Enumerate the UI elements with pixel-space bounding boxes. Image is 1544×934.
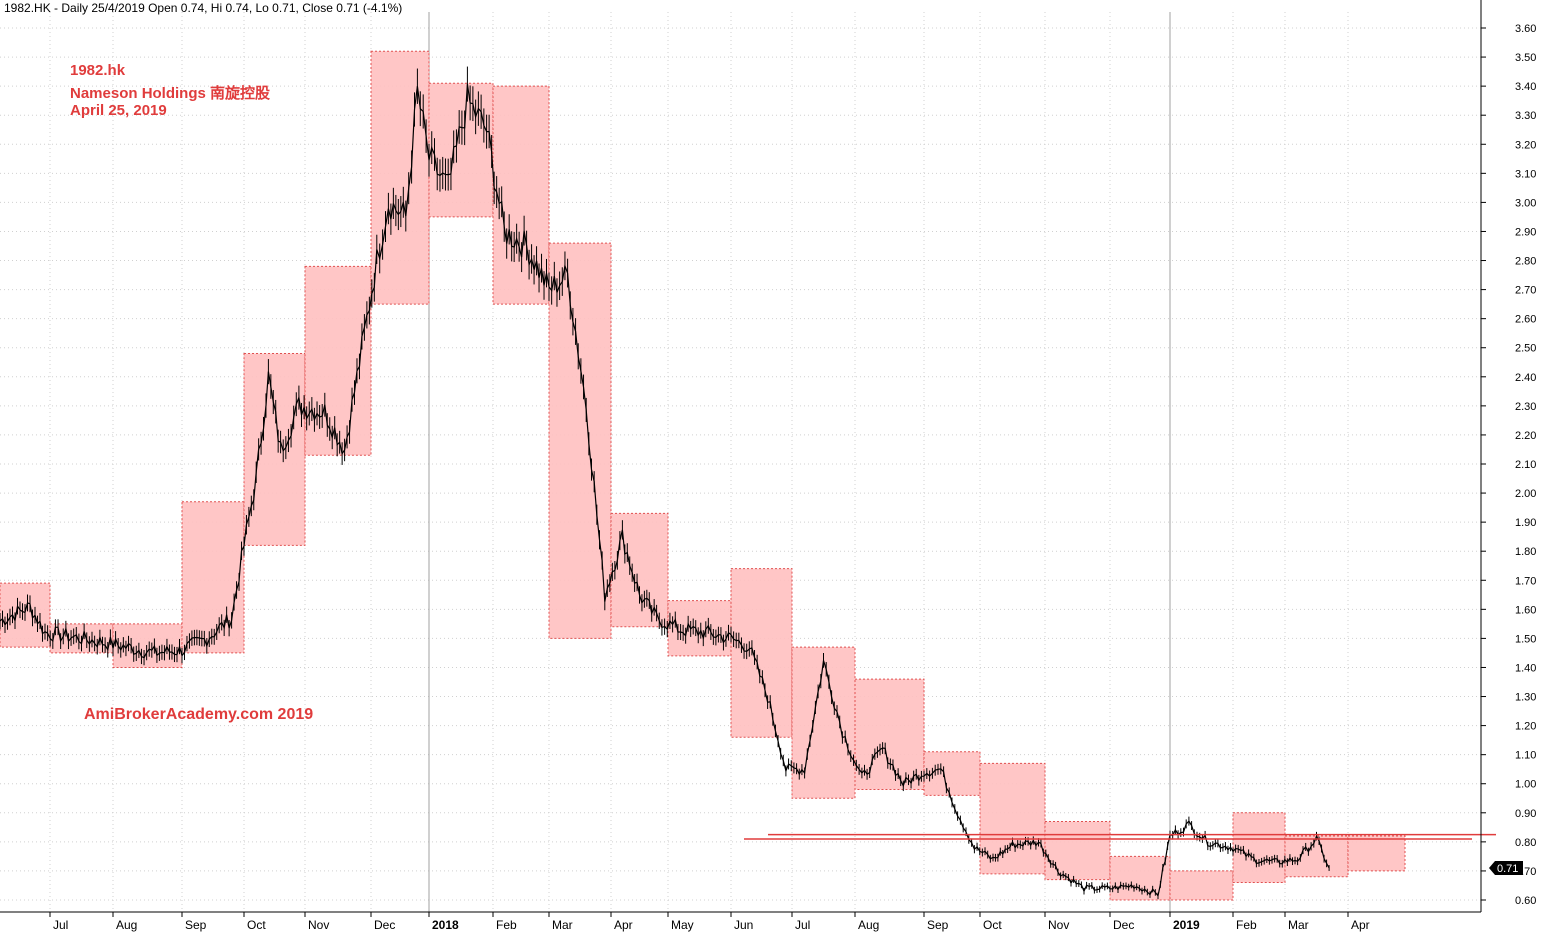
y-tick-label: 2.50 <box>1515 343 1536 355</box>
grid <box>0 12 1481 912</box>
x-tick-label: Oct <box>247 918 266 932</box>
monthly-range-box <box>791 646 856 799</box>
y-tick-label: 3.50 <box>1515 52 1536 64</box>
resistance-lines <box>744 833 1496 840</box>
x-tick-label: Apr <box>614 918 633 932</box>
y-tick-label: 1.10 <box>1515 750 1536 762</box>
y-tick-label: 1.20 <box>1515 721 1536 733</box>
x-tick-label: 2019 <box>1173 918 1200 932</box>
x-tick-label: Nov <box>308 918 329 932</box>
x-tick-label: Aug <box>858 918 879 932</box>
y-tick-label: 2.30 <box>1515 401 1536 413</box>
y-tick-label: 3.40 <box>1515 81 1536 93</box>
y-tick-label: 3.20 <box>1515 139 1536 151</box>
y-tick-label: 2.00 <box>1515 488 1536 500</box>
monthly-range-box <box>1284 835 1349 878</box>
ticker-annotation: 1982.hk <box>70 62 126 79</box>
x-tick-label: Feb <box>496 918 517 932</box>
y-tick-label: 1.30 <box>1515 692 1536 704</box>
y-tick-label: 0.80 <box>1515 837 1536 849</box>
last-price-label: 0.71 <box>1497 863 1518 875</box>
y-tick-label: 2.60 <box>1515 314 1536 326</box>
y-tick-label: 2.40 <box>1515 372 1536 384</box>
y-tick-label: 2.90 <box>1515 226 1536 238</box>
monthly-range-box <box>1109 855 1171 901</box>
y-tick-label: 1.80 <box>1515 546 1536 558</box>
y-tick-label: 1.50 <box>1515 633 1536 645</box>
monthly-range-box <box>370 50 430 305</box>
x-tick-label: Nov <box>1048 918 1069 932</box>
y-tick-label: 1.40 <box>1515 662 1536 674</box>
y-tick-label: 2.70 <box>1515 285 1536 297</box>
monthly-range-box <box>243 353 306 546</box>
monthly-range-box <box>181 501 245 654</box>
y-tick-label: 3.30 <box>1515 110 1536 122</box>
x-tick-label: Dec <box>374 918 395 932</box>
y-tick-label: 3.60 <box>1515 23 1536 35</box>
chart-header: 1982.HK - Daily 25/4/2019 Open 0.74, Hi … <box>4 1 403 15</box>
monthly-range-box <box>1169 870 1234 901</box>
y-tick-label: 2.80 <box>1515 256 1536 268</box>
watermark-annotation: AmiBroker­Academy.com 2019 <box>84 706 314 723</box>
monthly-range-box <box>1347 835 1406 872</box>
y-tick-label: 2.10 <box>1515 459 1536 471</box>
monthly-range-boxes <box>0 50 1406 901</box>
price-line <box>0 84 1330 898</box>
x-tick-label: Mar <box>552 918 573 932</box>
monthly-range-box <box>1044 821 1111 881</box>
x-tick-label: Jun <box>734 918 753 932</box>
x-tick-label: Jul <box>795 918 810 932</box>
x-tick-label: Sep <box>185 918 207 932</box>
y-tick-label: 1.00 <box>1515 779 1536 791</box>
y-tick-label: 3.00 <box>1515 197 1536 209</box>
monthly-range-box <box>610 512 669 628</box>
price-series <box>0 66 1330 900</box>
y-tick-label: 1.90 <box>1515 517 1536 529</box>
monthly-range-box <box>730 568 793 738</box>
y-tick-label: 1.60 <box>1515 604 1536 616</box>
company-annotation: Nameson Holdings 南旋控股 <box>70 85 271 102</box>
y-tick-label: 0.60 <box>1515 895 1536 907</box>
x-tick-label: Dec <box>1113 918 1134 932</box>
date-annotation: April 25, 2019 <box>70 102 167 119</box>
x-tick-label: Mar <box>1288 918 1309 932</box>
monthly-range-box <box>428 82 494 218</box>
x-tick-label: Oct <box>983 918 1002 932</box>
y-tick-label: 3.10 <box>1515 168 1536 180</box>
monthly-range-box <box>492 85 550 305</box>
x-tick-label: May <box>671 918 694 932</box>
last-price-tag <box>1489 861 1523 876</box>
x-tick-label: 2018 <box>432 918 459 932</box>
y-tick-label: 2.20 <box>1515 430 1536 442</box>
monthly-range-box <box>854 678 925 791</box>
x-tick-label: Apr <box>1351 918 1370 932</box>
x-tick-label: Jul <box>53 918 68 932</box>
x-tick-label: Aug <box>116 918 137 932</box>
monthly-range-box <box>923 751 981 796</box>
y-tick-label: 1.70 <box>1515 575 1536 587</box>
y-tick-label: 0.90 <box>1515 808 1536 820</box>
x-tick-label: Sep <box>927 918 949 932</box>
x-tick-label: Feb <box>1236 918 1257 932</box>
monthly-range-box <box>548 242 612 639</box>
